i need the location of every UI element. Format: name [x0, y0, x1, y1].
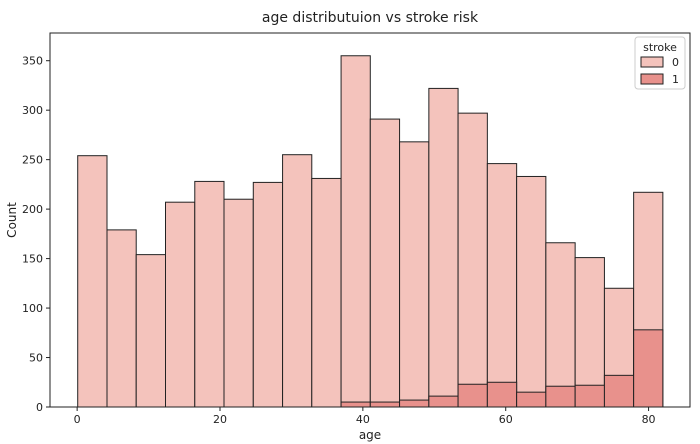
y-tick-label: 150: [22, 253, 43, 266]
bar-0-4: [194, 180, 225, 408]
x-axis: 0 20 40 60 80: [74, 407, 656, 426]
bar-1-19: [633, 329, 664, 408]
legend: stroke 0 1: [634, 36, 686, 90]
y-tick-label: 200: [22, 203, 43, 216]
bar-0-3: [165, 201, 196, 408]
bar-0-17: [574, 257, 605, 408]
legend-swatch-0: [640, 56, 664, 68]
y-tick-label: 0: [36, 401, 43, 414]
x-tick-label: 60: [499, 413, 513, 426]
bar-1-11: [399, 399, 430, 408]
y-axis: 0 50 100 150 200 250 300 350: [22, 55, 50, 414]
bar-0-13: [457, 112, 488, 408]
bar-0-0: [77, 155, 108, 408]
bar-0-1: [106, 229, 137, 408]
legend-label-1: 1: [672, 73, 679, 86]
bar-0-11: [399, 141, 430, 408]
bar-0-5: [223, 198, 254, 408]
bar-0-10: [369, 118, 401, 408]
legend-label-0: 0: [672, 56, 679, 69]
bar-0-12: [428, 87, 459, 408]
y-tick-label: 250: [22, 154, 43, 167]
y-tick-label: 50: [29, 352, 43, 365]
y-tick-label: 100: [22, 302, 43, 315]
legend-title: stroke: [643, 41, 677, 54]
bar-1-14: [486, 381, 518, 408]
plot-frame: [49, 32, 691, 408]
bar-0-6: [252, 181, 284, 408]
bar-1-17: [574, 384, 605, 408]
bar-1-12: [428, 395, 459, 408]
y-tick-label: 350: [22, 55, 43, 68]
bar-1-16: [545, 385, 576, 408]
bar-0-9: [340, 55, 371, 408]
bar-0-2: [135, 254, 166, 408]
bar-1-13: [457, 383, 488, 408]
bar-1-10: [369, 401, 401, 408]
bar-0-14: [486, 163, 518, 408]
x-tick-label: 0: [74, 413, 81, 426]
chart-title: age distributuion vs stroke risk: [262, 10, 479, 26]
bar-0-16: [545, 242, 576, 408]
bar-1-15: [516, 391, 547, 408]
bar-0-8: [311, 177, 342, 408]
legend-swatch-1: [640, 73, 664, 85]
bars-layer: [77, 55, 664, 408]
bar-1-9: [340, 401, 371, 408]
y-tick-label: 300: [22, 104, 43, 117]
x-axis-label: age: [359, 428, 381, 442]
bar-0-15: [516, 175, 547, 408]
bar-1-18: [603, 374, 635, 408]
bar-0-7: [282, 154, 313, 408]
x-tick-label: 40: [356, 413, 370, 426]
y-axis-label: Count: [5, 202, 19, 238]
x-tick-label: 20: [213, 413, 227, 426]
x-tick-label: 80: [642, 413, 656, 426]
